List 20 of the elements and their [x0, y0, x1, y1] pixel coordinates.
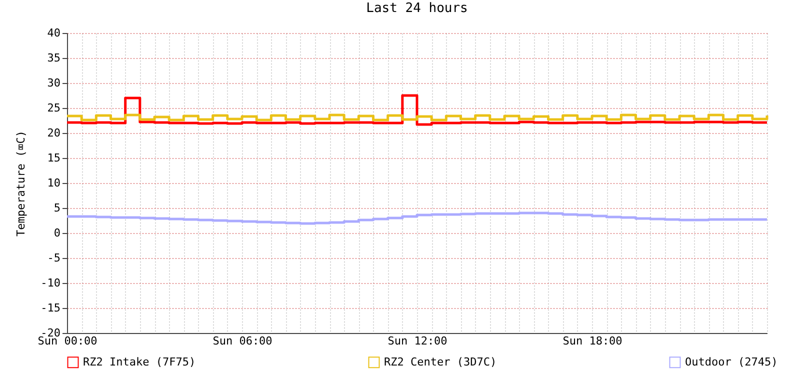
y-tick-label: -15	[40, 302, 60, 314]
legend-label: RZ2 Intake (7F75)	[83, 355, 196, 368]
y-tick-label: -10	[40, 276, 60, 290]
y-tick-label: 0	[54, 226, 60, 240]
legend-label: RZ2 Center (3D7C)	[384, 355, 497, 368]
y-tick-label: 35	[47, 52, 60, 64]
y-tick-label: 10	[47, 176, 60, 190]
y-axis-title: Temperature (⌧C)	[14, 130, 28, 236]
y-tick-label: 5	[54, 202, 60, 214]
x-tick-label: Sun 18:00	[562, 334, 622, 348]
x-tick-label: Sun 12:00	[388, 334, 448, 348]
y-tick-label: 40	[47, 26, 60, 40]
y-tick-label: 30	[47, 76, 60, 90]
y-tick-label: 20	[47, 126, 60, 140]
y-tick-label: 25	[47, 102, 60, 114]
chart-title: Last 24 hours	[366, 1, 468, 16]
y-tick-label: 15	[47, 152, 60, 164]
y-tick-label: -5	[47, 252, 60, 264]
x-tick-label: Sun 06:00	[212, 334, 272, 348]
legend-label: Outdoor (2745)	[685, 355, 778, 368]
